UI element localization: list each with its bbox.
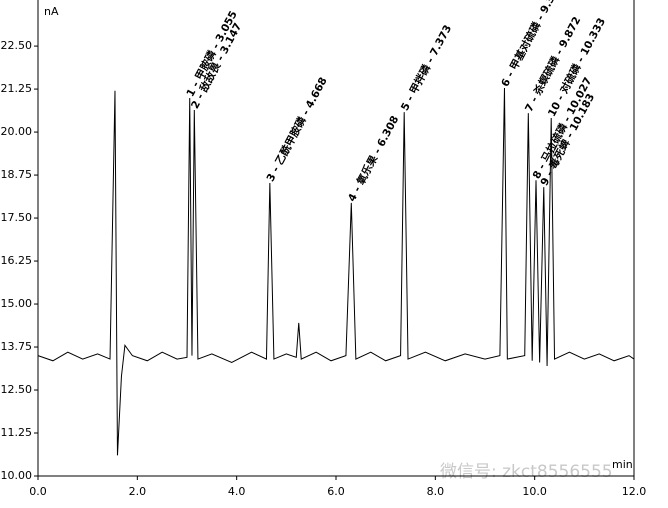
y-tick-label: 22.50 [1,39,33,52]
peak-annotation: 4 - 氧乐果 - 6.308 [345,113,401,203]
x-tick-label: 2.0 [129,485,147,498]
y-tick-label: 18.75 [1,168,33,181]
watermark: 微信号: zkct8556555 [440,462,613,482]
y-tick-label: 12.50 [1,383,33,396]
x-tick-label: 6.0 [327,485,345,498]
y-tick-label: 17.50 [1,211,33,224]
y-tick-label: 15.00 [1,297,33,310]
x-axis-label: min [612,458,633,471]
chromatogram-trace [37,88,635,456]
x-tick-label: 0.0 [29,485,47,498]
y-tick-label: 21.25 [1,82,33,95]
peak-annotation: 3 - 乙酰甲胺磷 - 4.668 [264,75,330,184]
peak-annotation: 6 - 甲基对硫磷 - 9.392 [498,0,564,89]
x-tick-label: 4.0 [228,485,246,498]
y-tick-label: 13.75 [1,340,33,353]
peak-annotation: 5 - 甲拌磷 - 7.373 [398,23,454,113]
y-tick-label: 16.25 [1,254,33,267]
y-axis-label: nA [44,5,59,18]
y-tick-label: 11.25 [1,426,33,439]
x-tick-label: 12.0 [622,485,647,498]
y-tick-label: 10.00 [1,469,33,482]
x-tick-label: 8.0 [427,485,445,498]
y-tick-label: 20.00 [1,125,33,138]
x-tick-label: 10.0 [522,485,547,498]
